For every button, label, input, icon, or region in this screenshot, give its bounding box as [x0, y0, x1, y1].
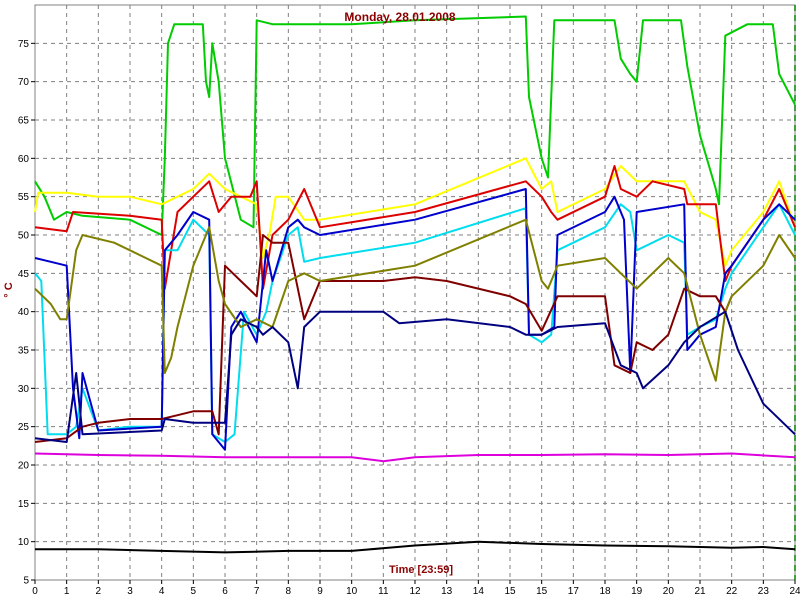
- series-line-9: [34, 452, 796, 463]
- series-line-8: [34, 310, 796, 443]
- x-tick-label: 20: [663, 586, 675, 597]
- y-tick-label: 10: [18, 537, 30, 548]
- x-tick-label: 4: [159, 586, 165, 597]
- x-tick-label: 15: [504, 586, 516, 597]
- y-tick-label: 70: [18, 77, 30, 88]
- y-axis-label: ° C: [3, 282, 15, 297]
- y-tick-label: 5: [23, 576, 29, 587]
- y-tick-label: 25: [18, 422, 30, 433]
- x-tick-label: 9: [317, 586, 323, 597]
- x-tick-label: 19: [631, 586, 643, 597]
- x-tick-label: 5: [191, 586, 197, 597]
- grid: [34, 4, 796, 581]
- x-tick-label: 0: [32, 586, 38, 597]
- chart-title: Monday, 28.01.2008: [344, 10, 455, 24]
- x-tick-label: 14: [473, 586, 485, 597]
- x-tick-label: 1: [64, 586, 70, 597]
- x-tick-label: 7: [254, 586, 260, 597]
- x-tick-label: 2: [96, 586, 102, 597]
- axes: 0 1 2 3 4 5 6 7 8 9 10 11 12 13 14 15 15 17 18 19 20 21 22 23 24…: [18, 39, 800, 597]
- series-line-2: [34, 157, 796, 267]
- x-tick-label: 6: [222, 586, 228, 597]
- x-tick-label: 11: [378, 586, 389, 597]
- y-tick-label: 65: [18, 116, 30, 127]
- x-tick-label: 8: [286, 586, 292, 597]
- y-tick-label: 20: [18, 461, 30, 472]
- x-tick-label: 24: [789, 586, 800, 597]
- x-tick-label: 13: [441, 586, 453, 597]
- x-tick-label: 23: [758, 586, 770, 597]
- y-tick-label: 30: [18, 384, 30, 395]
- x-tick-label: 15: [536, 586, 548, 597]
- x-tick-label: 3: [127, 586, 133, 597]
- x-tick-label: 17: [568, 586, 580, 597]
- x-tick-label: 21: [694, 586, 706, 597]
- x-tick-label: 22: [726, 586, 738, 597]
- y-tick-label: 60: [18, 154, 30, 165]
- x-axis-label: Time [23:59]: [389, 564, 453, 576]
- series-line-7: [34, 218, 796, 382]
- series-lines: [34, 15, 796, 554]
- x-tick-label: 18: [599, 586, 611, 597]
- series-line-6: [34, 234, 733, 443]
- y-tick-label: 40: [18, 307, 30, 318]
- y-tick-label: 50: [18, 231, 30, 242]
- series-line-3: [34, 165, 796, 290]
- y-tick-label: 55: [18, 192, 30, 203]
- y-tick-label: 35: [18, 346, 30, 357]
- series-line-1: [34, 15, 796, 236]
- y-tick-label: 75: [18, 39, 30, 50]
- x-tick-label: 10: [346, 586, 358, 597]
- y-tick-label: 15: [18, 499, 30, 510]
- series-line-10: [35, 540, 796, 554]
- x-tick-label: 12: [409, 586, 421, 597]
- y-tick-label: 45: [18, 269, 30, 280]
